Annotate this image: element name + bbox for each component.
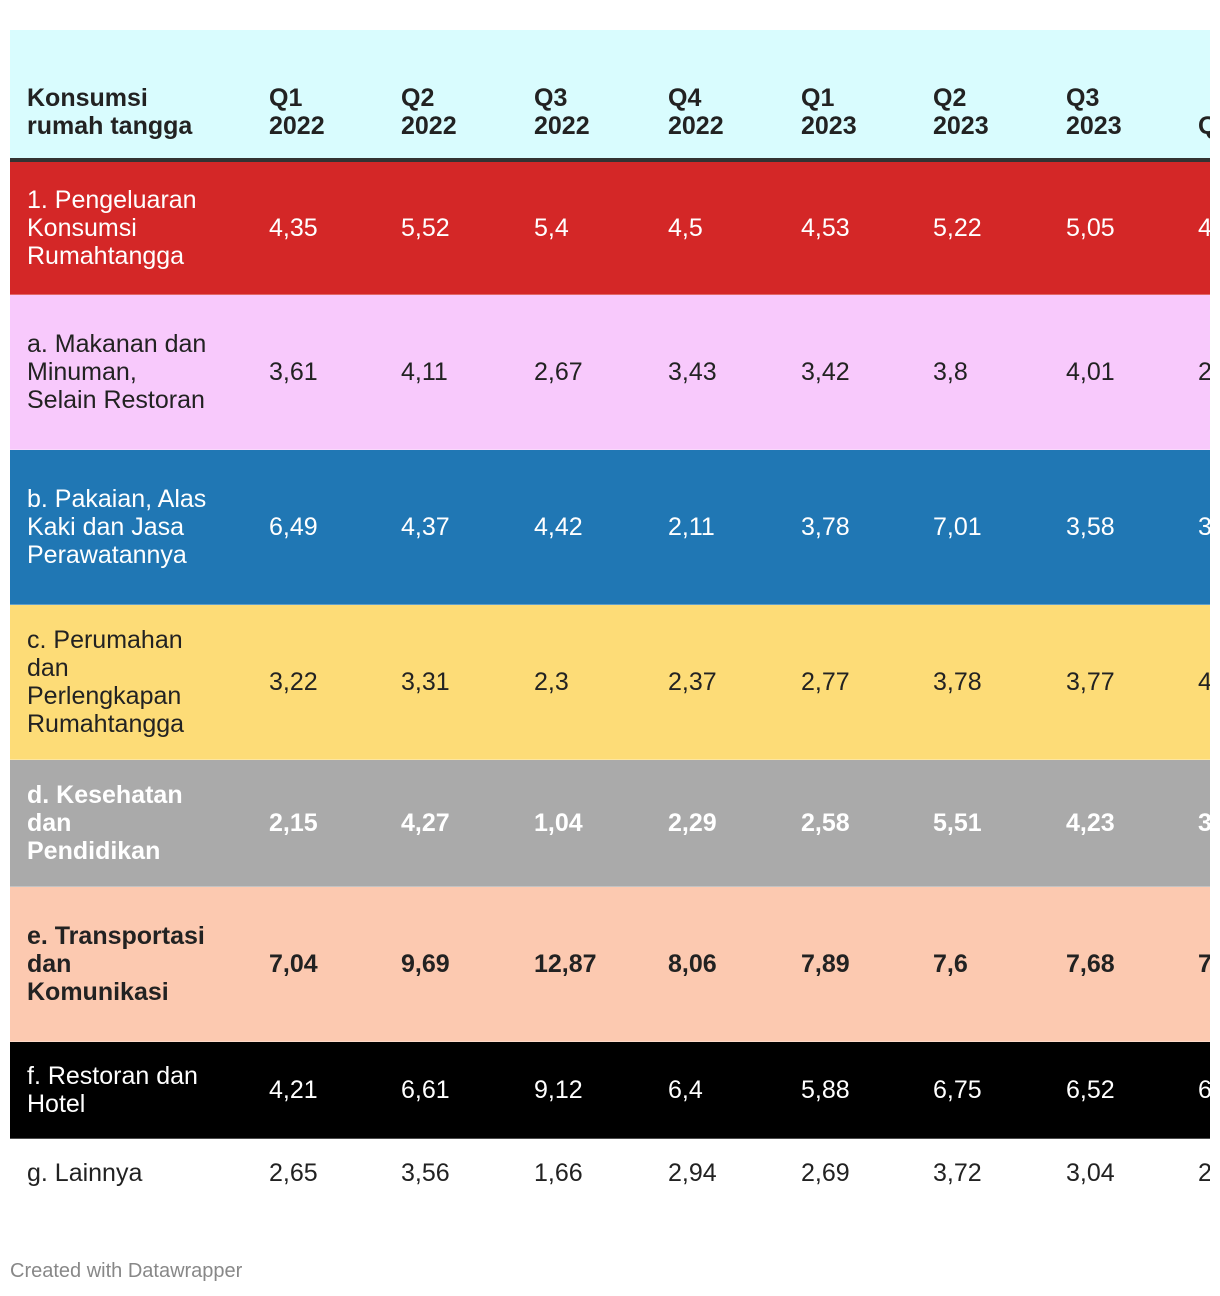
value-cell: 7 [1198, 950, 1210, 978]
header-cell: Q2 2023 [933, 84, 989, 140]
value-cell: 3,61 [269, 358, 318, 386]
value-cell: 4,35 [269, 214, 318, 242]
table-row: a. Makanan dan Minuman, Selain Restoran 3… [10, 295, 1210, 450]
row-label: e. Transportasi dan Komunikasi [27, 922, 205, 1006]
value-cell: 5,88 [801, 1076, 850, 1104]
value-cell: 6,75 [933, 1076, 982, 1104]
value-cell: 7,89 [801, 950, 850, 978]
footer: Created with Datawrapper [10, 1260, 243, 1282]
row-label: b. Pakaian, Alas Kaki dan Jasa Perawatan… [27, 485, 207, 569]
value-cell: 5,52 [401, 214, 450, 242]
value-cell: 6 [1198, 1076, 1210, 1104]
value-cell: 4 [1198, 214, 1210, 242]
value-cell: 2 [1198, 358, 1210, 386]
header-cell: Q3 2022 [534, 84, 590, 140]
value-cell: 4,27 [401, 809, 450, 837]
header-cell: Q1 2022 [269, 84, 325, 140]
value-cell: 12,87 [534, 950, 597, 978]
value-cell: 3 [1198, 809, 1210, 837]
value-cell: 2,37 [668, 668, 717, 696]
row-label: c. Perumahan dan Perlengkapan Rumahtangg… [27, 626, 185, 738]
value-cell: 4,21 [269, 1076, 318, 1104]
value-cell: 2,77 [801, 668, 850, 696]
value-cell: 3,31 [401, 668, 450, 696]
value-cell: 4,01 [1066, 358, 1115, 386]
value-cell: 2,67 [534, 358, 583, 386]
row-label: 1. Pengeluaran Konsumsi Rumahtangga [27, 186, 197, 270]
value-cell: 4,53 [801, 214, 850, 242]
table-row: e. Transportasi dan Komunikasi 7,04 9,69 12… [10, 887, 1210, 1042]
value-cell: 4,11 [401, 358, 448, 386]
row-label: a. Makanan dan Minuman, Selain Restoran [27, 330, 207, 414]
header-cell: Q4 2022 [668, 84, 724, 140]
value-cell: 3,22 [269, 668, 318, 696]
value-cell: 5,22 [933, 214, 982, 242]
value-cell: 7,6 [933, 950, 968, 978]
table-row: b. Pakaian, Alas Kaki dan Jasa Perawatan… [10, 450, 1210, 605]
value-cell: 9,12 [534, 1076, 583, 1104]
value-cell: 3 [1198, 513, 1210, 541]
table-row: c. Perumahan dan Perlengkapan Rumahtangg… [10, 605, 1210, 760]
value-cell: 2,58 [801, 809, 850, 837]
table-row: 1. Pengeluaran Konsumsi Rumahtangga 4,35 5… [10, 162, 1210, 295]
value-cell: 4 [1198, 668, 1210, 696]
value-cell: 3,77 [1066, 668, 1115, 696]
value-cell: 3,56 [401, 1159, 450, 1187]
value-cell: 2,65 [269, 1159, 318, 1187]
value-cell: 5,05 [1066, 214, 1115, 242]
value-cell: 3,04 [1066, 1159, 1115, 1187]
table-row: d. Kesehatan dan Pendidikan 2,15 4,27 1,04 2… [10, 760, 1210, 887]
value-cell: 3,42 [801, 358, 850, 386]
value-cell: 3,78 [933, 668, 982, 696]
value-cell: 3,8 [933, 358, 968, 386]
header-cell: Konsumsi rumah tangga [27, 84, 193, 140]
table-row: f. Restoran dan Hotel 4,21 6,61 9,12 6,4 5,88… [10, 1042, 1210, 1139]
row-label: g. Lainnya [27, 1159, 143, 1187]
value-cell: 9,69 [401, 950, 450, 978]
value-cell: 6,52 [1066, 1076, 1115, 1104]
value-cell: 6,49 [269, 513, 318, 541]
value-cell: 2,11 [668, 513, 715, 541]
header-row: Konsumsi rumah tangga Q1 2022 Q2 2022 Q3 20… [10, 30, 1210, 162]
value-cell: 2 [1198, 1159, 1210, 1187]
value-cell: 2,15 [269, 809, 318, 837]
row-label: f. Restoran dan Hotel [27, 1062, 198, 1118]
value-cell: 3,58 [1066, 513, 1115, 541]
value-cell: 6,61 [401, 1076, 450, 1104]
header-cell: Q 2 [1198, 112, 1210, 140]
value-cell: 5,4 [534, 214, 569, 242]
value-cell: 2,94 [668, 1159, 717, 1187]
value-cell: 4,37 [401, 513, 450, 541]
table: Konsumsi rumah tangga Q1 2022 Q2 2022 Q3 20… [10, 30, 1210, 1207]
header-cell: Q2 2022 [401, 84, 457, 140]
header-cell: Q3 2023 [1066, 84, 1122, 140]
value-cell: 3,43 [668, 358, 717, 386]
value-cell: 7,01 [933, 513, 982, 541]
value-cell: 4,42 [534, 513, 583, 541]
value-cell: 3,78 [801, 513, 850, 541]
value-cell: 5,51 [933, 809, 982, 837]
value-cell: 1,04 [534, 809, 583, 837]
value-cell: 4,5 [668, 214, 703, 242]
value-cell: 8,06 [668, 950, 717, 978]
row-label: d. Kesehatan dan Pendidikan [27, 781, 183, 865]
value-cell: 2,3 [534, 668, 569, 696]
header-cell: Q1 2023 [801, 84, 857, 140]
value-cell: 7,68 [1066, 950, 1115, 978]
table-row: g. Lainnya 2,65 3,56 1,66 2,94 2,69 3,72 3,04 2 [10, 1139, 1210, 1207]
value-cell: 6,4 [668, 1076, 703, 1104]
value-cell: 3,72 [933, 1159, 982, 1187]
value-cell: 7,04 [269, 950, 318, 978]
value-cell: 2,29 [668, 809, 717, 837]
value-cell: 1,66 [534, 1159, 583, 1187]
value-cell: 4,23 [1066, 809, 1115, 837]
value-cell: 2,69 [801, 1159, 850, 1187]
